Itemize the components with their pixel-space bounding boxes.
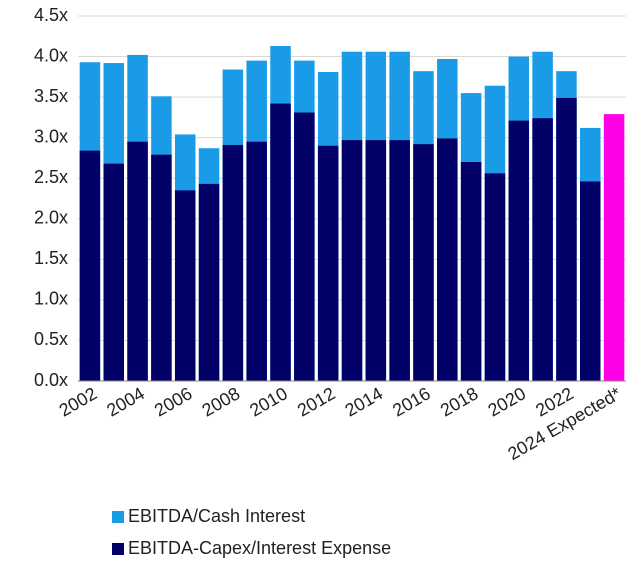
- bar: [198, 183, 220, 381]
- bar: [532, 118, 553, 381]
- bar: [317, 145, 339, 381]
- bar: [484, 173, 506, 381]
- bar: [246, 141, 267, 381]
- bar: [556, 97, 577, 381]
- bar: [294, 112, 315, 382]
- y-tick-label: 1.0x: [34, 289, 68, 309]
- bar: [151, 154, 172, 381]
- bar: [580, 181, 601, 381]
- legend-swatch: [112, 511, 124, 523]
- y-tick-label: 4.5x: [34, 5, 68, 25]
- x-tick-label: 2012: [294, 383, 339, 420]
- bar: [174, 190, 196, 381]
- bar: [222, 144, 244, 381]
- legend-swatch: [112, 543, 124, 555]
- y-tick-label: 3.5x: [34, 86, 68, 106]
- x-tick-label: 2020: [484, 383, 529, 420]
- bar: [103, 163, 124, 381]
- y-tick-label: 0.0x: [34, 370, 68, 390]
- y-tick-label: 2.0x: [34, 208, 68, 228]
- bar: [508, 120, 530, 381]
- x-tick-label: 2006: [151, 383, 196, 420]
- legend-label: EBITDA-Capex/Interest Expense: [128, 538, 391, 558]
- y-tick-label: 1.5x: [34, 248, 68, 268]
- bar: [270, 103, 291, 381]
- y-tick-label: 0.5x: [34, 329, 68, 349]
- y-tick-label: 3.0x: [34, 126, 68, 146]
- bar: [365, 140, 387, 381]
- bar: [413, 144, 434, 381]
- y-tick-label: 4.0x: [34, 45, 68, 65]
- legend-label: EBITDA/Cash Interest: [128, 506, 305, 526]
- bar: [79, 150, 101, 381]
- bar: [127, 141, 148, 381]
- bar: [341, 140, 363, 381]
- x-tick-label: 2014: [342, 383, 387, 420]
- bar: [603, 114, 625, 382]
- x-tick-label: 2010: [246, 383, 291, 420]
- bar: [460, 162, 482, 381]
- x-tick-label: 2016: [389, 383, 434, 420]
- x-tick-label: 2004: [103, 383, 148, 420]
- x-tick-label: 2018: [437, 383, 482, 420]
- bar: [437, 138, 458, 381]
- bar: [389, 140, 410, 381]
- x-tick-label: 2008: [199, 383, 244, 420]
- y-tick-label: 2.5x: [34, 167, 68, 187]
